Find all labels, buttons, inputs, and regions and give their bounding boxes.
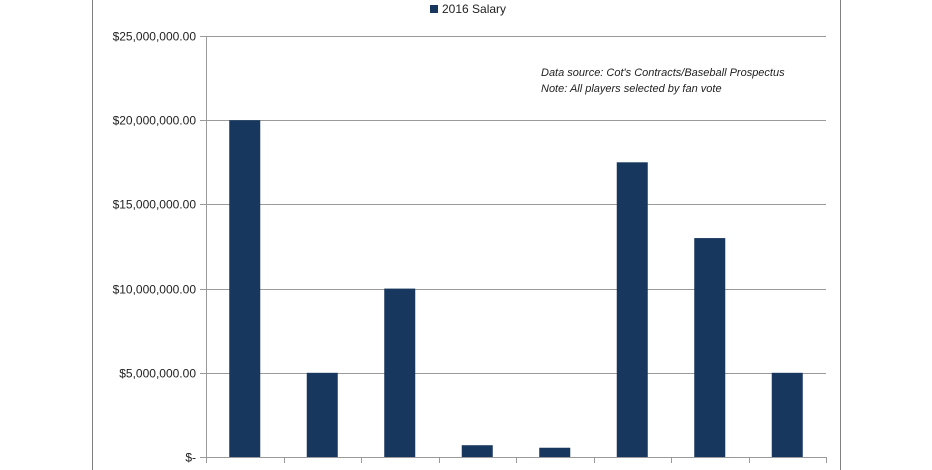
bar-1 bbox=[229, 120, 261, 457]
data-source-note: Data source: Cot's Contracts/Baseball Pr… bbox=[541, 67, 785, 79]
legend: 2016 Salary bbox=[430, 2, 506, 16]
gridlines bbox=[200, 36, 826, 463]
bar-5 bbox=[539, 447, 571, 457]
bar-4 bbox=[461, 445, 493, 457]
legend-swatch bbox=[430, 5, 438, 13]
y-axis-tick-labels: $- $5,000,000.00 $10,000,000.00 $15,000,000… bbox=[113, 30, 197, 465]
y-tick-label: $- bbox=[185, 451, 196, 465]
bars bbox=[229, 120, 803, 458]
y-tick-label: $5,000,000.00 bbox=[119, 367, 196, 381]
x-axis-ticks bbox=[206, 457, 827, 463]
bar-7 bbox=[694, 238, 726, 457]
y-tick-label: $25,000,000.00 bbox=[113, 30, 197, 44]
annotations: Data source: Cot's Contracts/Baseball Pr… bbox=[541, 67, 785, 95]
y-tick-label: $20,000,000.00 bbox=[113, 114, 197, 128]
fan-vote-note: Note: All players selected by fan vote bbox=[541, 83, 722, 95]
bar-8 bbox=[771, 372, 803, 457]
bar-2 bbox=[306, 372, 338, 457]
y-tick-label: $10,000,000.00 bbox=[113, 283, 197, 297]
bar-3 bbox=[384, 288, 416, 457]
legend-label: 2016 Salary bbox=[442, 2, 506, 16]
y-tick-label: $15,000,000.00 bbox=[113, 198, 197, 212]
bar-6 bbox=[616, 162, 648, 458]
